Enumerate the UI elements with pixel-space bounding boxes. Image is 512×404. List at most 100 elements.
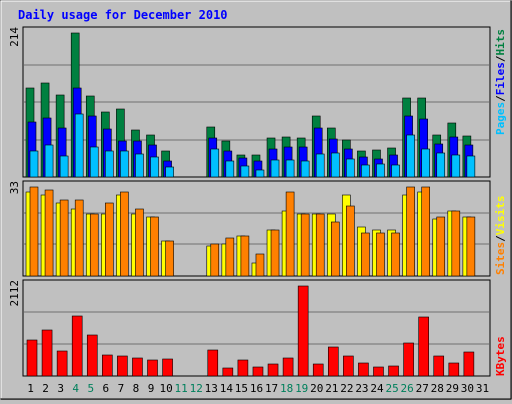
panel2-ymax-label: 33 — [8, 181, 21, 194]
kbytes-bar — [132, 357, 143, 377]
sites-bar — [376, 232, 385, 277]
kbytes-bar — [297, 285, 309, 377]
sites-bar — [74, 199, 84, 277]
day-label: 12 — [190, 382, 203, 395]
kbytes-bar — [147, 359, 158, 377]
day-label: 30 — [461, 382, 474, 395]
day-label: 22 — [340, 382, 353, 395]
pages-bar — [285, 159, 295, 178]
day-label: 11 — [175, 382, 188, 395]
day-label: 1 — [27, 382, 34, 395]
sites-bar — [255, 253, 265, 277]
kbytes-bar — [237, 359, 249, 377]
sites-bar — [165, 240, 174, 277]
kbytes-bar — [343, 355, 354, 377]
sites-bar — [270, 229, 280, 277]
pages-bar — [315, 153, 325, 178]
kbytes-bar — [86, 334, 98, 377]
pages-bar — [421, 148, 430, 178]
panel1-ymax-label: 214 — [8, 27, 21, 47]
legend-separator: / — [494, 235, 507, 242]
day-label: 5 — [87, 382, 94, 395]
sites-bar — [120, 191, 129, 277]
sites-bar — [89, 213, 99, 277]
legend-visits: Visits — [494, 196, 507, 236]
day-label: 9 — [148, 382, 155, 395]
sites-bar — [29, 186, 39, 277]
day-label: 4 — [72, 382, 79, 395]
day-label: 2 — [42, 382, 49, 395]
kbytes-bar — [388, 365, 399, 377]
sites-bar — [210, 243, 220, 277]
legend-pages: Pages — [494, 102, 507, 135]
kbytes-bar — [267, 363, 279, 377]
kbytes-bar — [312, 363, 324, 377]
kbytes-bar — [448, 362, 460, 377]
pages-bar — [74, 113, 84, 178]
day-label: 29 — [446, 382, 459, 395]
kbytes-bar — [26, 339, 38, 377]
day-label: 20 — [310, 382, 323, 395]
kbytes-bar — [117, 355, 128, 377]
kbytes-bar — [463, 351, 475, 377]
legend-separator: / — [494, 95, 507, 102]
pages-bar — [406, 134, 415, 178]
kbytes-bar — [418, 316, 429, 377]
legend-files: Files — [494, 62, 507, 95]
sites-bar — [361, 232, 370, 277]
pages-bar — [391, 164, 400, 178]
pages-bar — [255, 169, 265, 178]
sites-bar — [330, 221, 340, 277]
pages-bar — [135, 153, 144, 178]
day-label: 6 — [103, 382, 110, 395]
pages-bar — [29, 150, 39, 178]
sites-bar — [451, 210, 461, 277]
sites-bar — [315, 213, 325, 277]
pages-bar — [165, 166, 174, 178]
day-label: 23 — [355, 382, 368, 395]
pages-bar — [451, 154, 461, 178]
kbytes-bar — [71, 315, 83, 377]
kbytes-bar — [358, 362, 369, 377]
day-label: 19 — [295, 382, 308, 395]
pages-bar — [270, 159, 280, 178]
pages-bar — [436, 152, 446, 178]
kbytes-bar — [222, 367, 234, 377]
day-label: 15 — [235, 382, 248, 395]
kbytes-bar — [433, 355, 445, 377]
day-label: 18 — [280, 382, 293, 395]
day-label: 3 — [57, 382, 64, 395]
day-label: 7 — [118, 382, 125, 395]
pages-bar — [346, 158, 355, 178]
sites-bar — [466, 216, 476, 277]
kbytes-bar — [403, 342, 414, 377]
day-label: 17 — [265, 382, 278, 395]
sites-bar — [391, 232, 400, 277]
pages-bar — [466, 155, 476, 178]
sites-bar — [421, 186, 430, 277]
pages-bar — [120, 150, 129, 178]
pages-bar — [240, 165, 250, 178]
day-label: 31 — [476, 382, 489, 395]
day-label: 16 — [250, 382, 263, 395]
legend-hits-files-pages: Pages/Files/Hits — [494, 29, 507, 135]
sites-bar — [59, 199, 69, 277]
kbytes-bar — [373, 366, 384, 377]
pages-bar — [300, 160, 310, 178]
kbytes-bar — [207, 349, 219, 377]
day-label: 26 — [401, 382, 414, 395]
sites-bar — [285, 191, 295, 277]
kbytes-bar — [102, 354, 113, 377]
day-label: 27 — [416, 382, 429, 395]
legend-kbytes: KBytes — [494, 336, 507, 376]
day-label: 21 — [325, 382, 338, 395]
bars — [25, 32, 476, 377]
sites-bar — [300, 213, 310, 277]
sites-bar — [105, 202, 114, 277]
day-label: 24 — [370, 382, 384, 395]
day-label: 13 — [205, 382, 218, 395]
day-label: 10 — [159, 382, 172, 395]
pages-bar — [105, 150, 114, 178]
